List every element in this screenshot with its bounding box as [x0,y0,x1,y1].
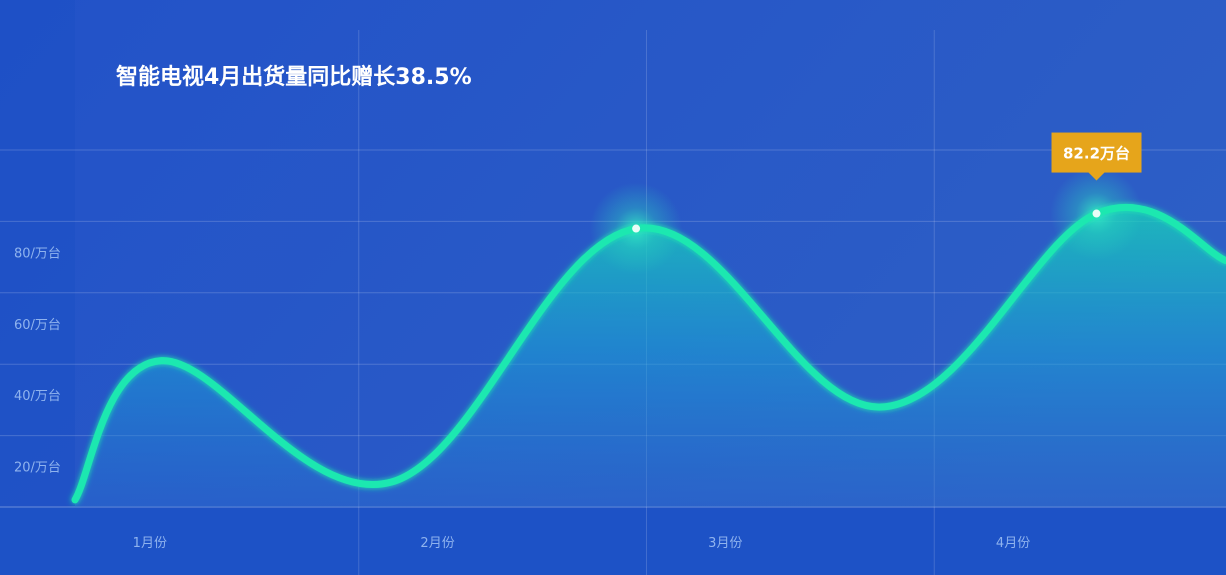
y-axis-band [0,0,75,575]
value-callout: 82.2万台 [1051,132,1142,181]
callout-label: 82.2万台 [1063,145,1130,163]
y-tick-label: 20/万台 [14,461,61,476]
y-axis-ticks: 20/万台 40/万台 60/万台 80/万台 [14,246,61,475]
callout-pointer [1088,172,1105,181]
chart-title: 智能电视4月出货量同比赠长38.5% [116,64,472,90]
x-axis-band [0,507,1226,575]
highlight-point [632,224,641,233]
x-tick-label: 2月份 [420,536,454,551]
callout-box [1051,132,1142,173]
annotations: 82.2万台 [1051,132,1142,181]
y-tick-label: 60/万台 [14,318,61,333]
x-tick-label: 1月份 [133,536,167,551]
series-area-fill [75,207,1226,507]
x-tick-label: 3月份 [708,536,742,551]
y-tick-label: 80/万台 [14,246,61,261]
highlight-points [632,209,1101,233]
y-tick-label: 40/万台 [14,389,61,404]
highlight-point [1092,209,1101,218]
x-axis-ticks: 1月份 2月份 3月份 4月份 [133,536,1031,551]
x-tick-label: 4月份 [996,536,1030,551]
